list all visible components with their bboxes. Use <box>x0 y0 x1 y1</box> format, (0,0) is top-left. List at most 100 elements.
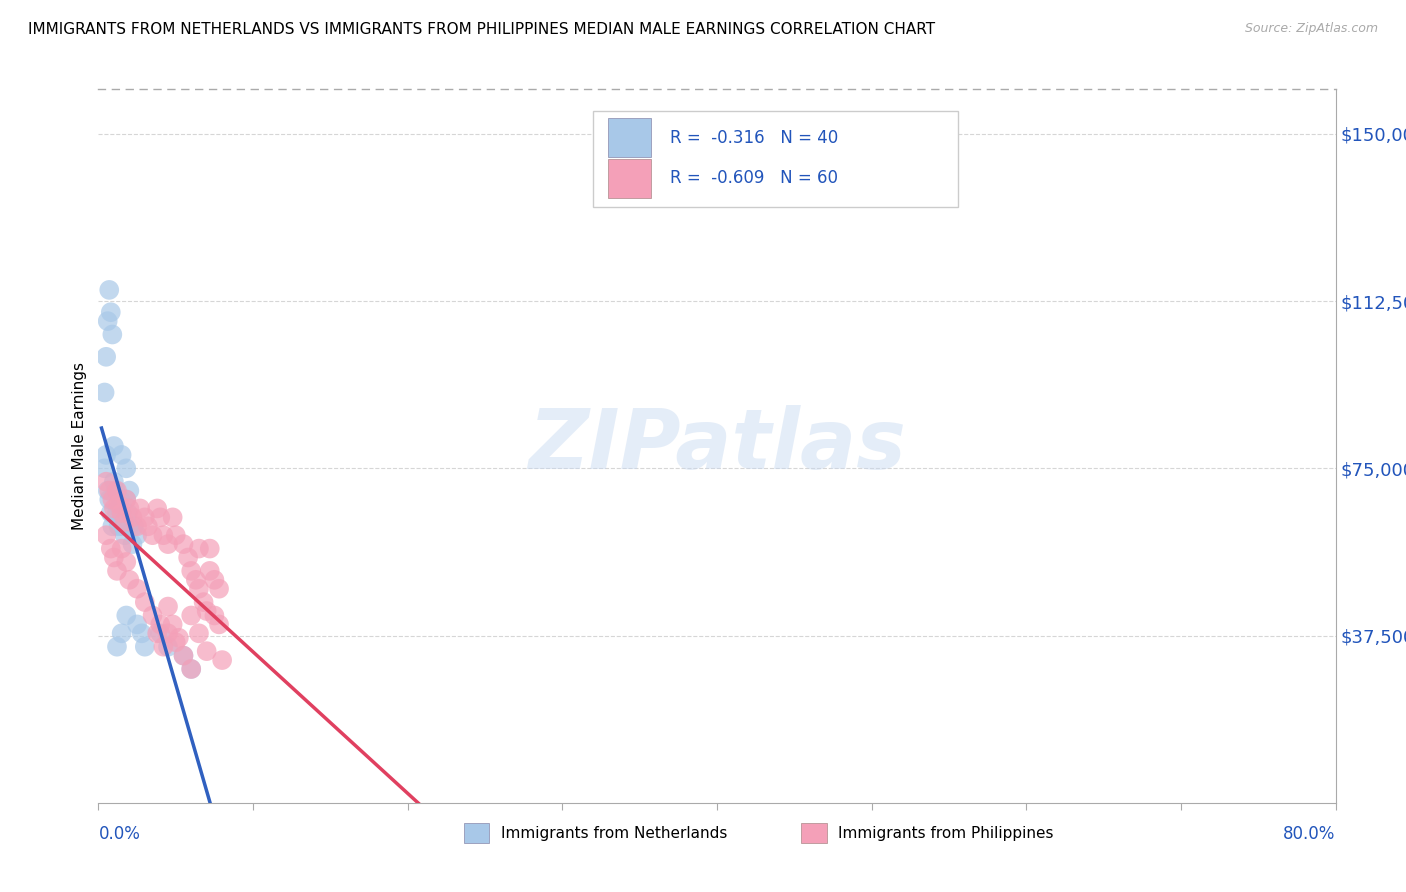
Point <box>118 573 141 587</box>
Point <box>141 528 165 542</box>
Bar <box>609 159 651 198</box>
Point <box>98 492 121 507</box>
Point <box>152 528 174 542</box>
Point <box>111 448 132 462</box>
Point <box>149 510 172 524</box>
Point <box>188 626 211 640</box>
Text: Immigrants from Philippines: Immigrants from Philippines <box>838 826 1053 840</box>
Point <box>211 653 233 667</box>
Point <box>111 506 132 520</box>
Point <box>149 617 172 632</box>
Point <box>165 635 187 649</box>
Point <box>184 573 207 587</box>
Point <box>98 283 121 297</box>
Point <box>114 528 136 542</box>
Point <box>141 608 165 623</box>
Point <box>101 519 124 533</box>
Point <box>198 564 221 578</box>
Point <box>108 492 131 507</box>
Point <box>134 640 156 654</box>
Bar <box>609 118 651 157</box>
Point <box>134 510 156 524</box>
Point <box>193 595 215 609</box>
Point <box>157 599 180 614</box>
Text: Immigrants from Netherlands: Immigrants from Netherlands <box>501 826 727 840</box>
Point <box>115 461 138 475</box>
Point <box>172 648 194 663</box>
Point <box>101 492 124 507</box>
Point <box>96 475 118 489</box>
Point <box>146 501 169 516</box>
Point <box>149 626 172 640</box>
Point <box>146 626 169 640</box>
Point <box>195 604 218 618</box>
Point <box>101 327 124 342</box>
Point <box>105 483 128 498</box>
Point <box>103 550 125 565</box>
Text: R =  -0.609   N = 60: R = -0.609 N = 60 <box>671 169 838 187</box>
Point <box>162 510 184 524</box>
Point <box>97 483 120 498</box>
Point <box>195 644 218 658</box>
Point <box>180 564 202 578</box>
Point <box>114 515 136 529</box>
Point <box>208 582 231 596</box>
Point <box>165 528 187 542</box>
Point <box>118 483 141 498</box>
Text: IMMIGRANTS FROM NETHERLANDS VS IMMIGRANTS FROM PHILIPPINES MEDIAN MALE EARNINGS : IMMIGRANTS FROM NETHERLANDS VS IMMIGRANT… <box>28 22 935 37</box>
Point <box>127 519 149 533</box>
Point <box>112 519 135 533</box>
Point <box>111 541 132 556</box>
Point <box>117 506 139 520</box>
Point <box>204 608 226 623</box>
Point <box>93 461 115 475</box>
Point <box>204 573 226 587</box>
Point <box>131 626 153 640</box>
Point <box>103 475 125 489</box>
Point <box>157 640 180 654</box>
Point <box>127 582 149 596</box>
Point <box>129 501 152 516</box>
Point <box>100 305 122 319</box>
Point <box>105 564 128 578</box>
Point <box>157 537 180 551</box>
Point <box>127 528 149 542</box>
Point <box>172 648 194 663</box>
Point <box>122 519 145 533</box>
Point <box>180 608 202 623</box>
Point <box>115 492 138 507</box>
Y-axis label: Median Male Earnings: Median Male Earnings <box>72 362 87 530</box>
Point <box>103 439 125 453</box>
Point <box>121 510 143 524</box>
Text: 80.0%: 80.0% <box>1284 825 1336 843</box>
Point <box>198 541 221 556</box>
Point <box>121 537 143 551</box>
Text: R =  -0.316   N = 40: R = -0.316 N = 40 <box>671 128 838 146</box>
Point <box>188 541 211 556</box>
Point <box>96 448 118 462</box>
Point <box>111 626 132 640</box>
Point <box>96 350 118 364</box>
Point <box>180 662 202 676</box>
Point <box>100 541 122 556</box>
Point <box>107 519 129 533</box>
Point <box>103 501 125 516</box>
Point <box>104 483 127 498</box>
Point <box>105 506 128 520</box>
Point <box>96 528 118 542</box>
Point <box>136 519 159 533</box>
Point <box>115 492 138 507</box>
Point <box>172 537 194 551</box>
Point <box>157 626 180 640</box>
Text: Source: ZipAtlas.com: Source: ZipAtlas.com <box>1244 22 1378 36</box>
Point <box>208 617 231 632</box>
Bar <box>593 111 959 207</box>
Point <box>97 314 120 328</box>
Point <box>162 617 184 632</box>
Point <box>118 519 141 533</box>
Point <box>115 608 138 623</box>
Point <box>105 640 128 654</box>
Point <box>115 555 138 569</box>
Point <box>107 497 129 511</box>
Point <box>127 617 149 632</box>
